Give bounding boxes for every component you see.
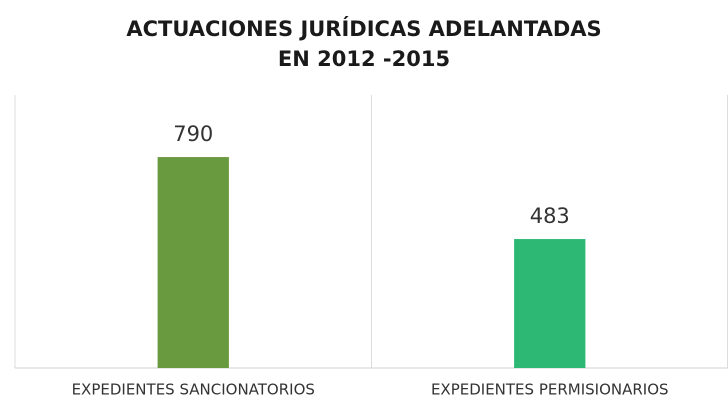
chart-title: ACTUACIONES JURÍDICAS ADELANTADAS EN 201… <box>126 17 602 71</box>
value-label: 790 <box>173 122 213 146</box>
value-label: 483 <box>530 204 570 228</box>
x-tick-label: EXPEDIENTES PERMISIONARIOS <box>431 381 669 399</box>
x-tick-label: EXPEDIENTES SANCIONATORIOS <box>72 381 315 399</box>
bar <box>514 239 586 368</box>
bar <box>157 157 229 368</box>
